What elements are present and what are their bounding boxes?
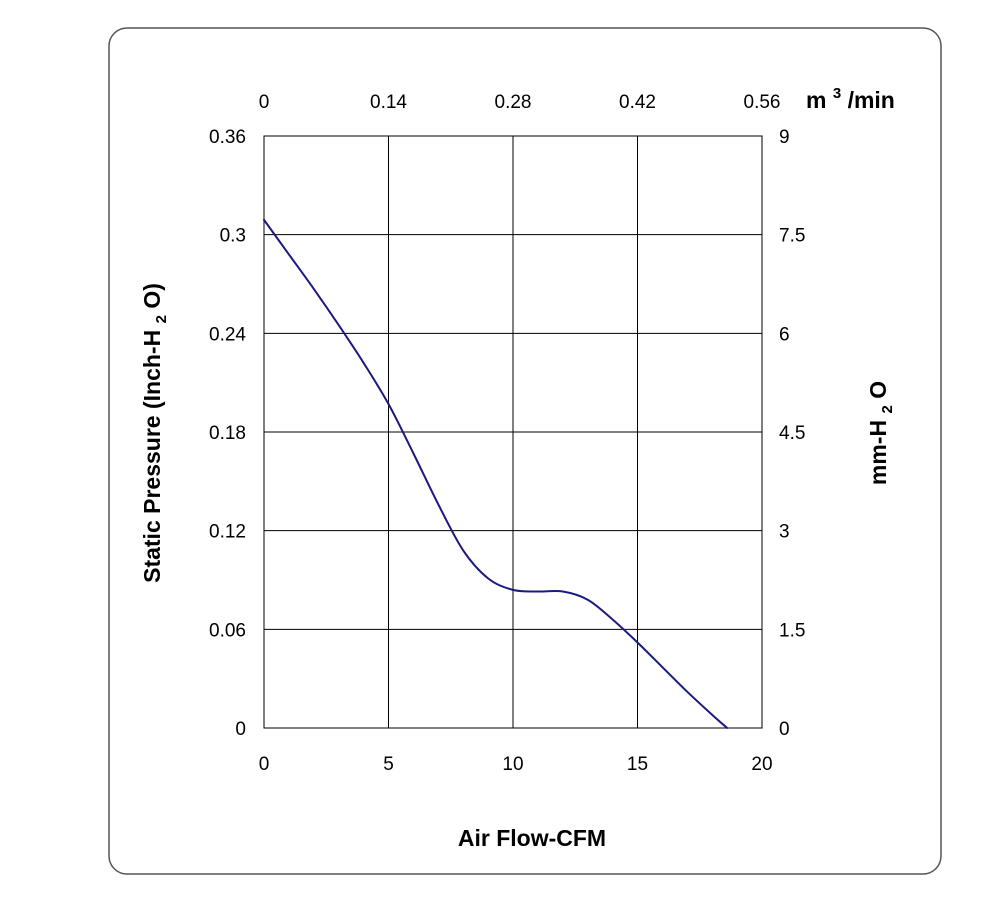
plot-area-border	[263, 135, 763, 729]
y-left-tick-labels: 0 0.06 0.12 0.18 0.24 0.3 0.36	[209, 127, 246, 740]
y-left-tick-label: 0	[235, 719, 246, 740]
x-top-tick-label: 0.14	[370, 92, 407, 113]
y-right-axis-title: mm-H 2 O	[865, 381, 897, 485]
x-bottom-tick-label: 15	[627, 754, 648, 775]
y-left-title-prefix: Static Pressure (Inch-H	[139, 330, 165, 583]
x-top-tick-labels: 0 0.14 0.28 0.42 0.56	[259, 92, 781, 113]
x-top-unit-superscript: 3	[833, 85, 841, 102]
x-top-tick-label: 0.56	[744, 92, 781, 113]
x-top-tick-label: 0.42	[619, 92, 656, 113]
y-left-tick-label: 0.36	[209, 127, 246, 148]
y-right-tick-label: 6	[779, 324, 790, 345]
y-right-tick-label: 3	[779, 522, 790, 543]
series-layer	[263, 218, 729, 729]
y-left-title-suffix: O)	[139, 283, 165, 309]
y-left-tick-label: 0.06	[209, 620, 246, 641]
outer-frame	[108, 27, 942, 875]
x-top-tick-label: 0.28	[495, 92, 532, 113]
x-bottom-axis-title: Air Flow-CFM	[458, 825, 606, 851]
y-left-title-subscript: 2	[153, 315, 170, 323]
x-top-unit-base: m	[806, 87, 826, 113]
pressure-airflow-curve	[263, 218, 729, 729]
y-right-title-subscript: 2	[879, 405, 896, 413]
y-right-tick-label: 0	[779, 719, 790, 740]
x-bottom-tick-label: 0	[259, 754, 270, 775]
x-top-unit-label: m 3 /min	[806, 77, 895, 113]
y-right-tick-labels: 0 1.5 3 4.5 6 7.5 9	[779, 127, 805, 740]
y-right-tick-label: 4.5	[779, 423, 805, 444]
x-bottom-tick-label: 10	[502, 754, 523, 775]
y-left-axis-title: Static Pressure (Inch-H 2 O)	[139, 283, 171, 583]
x-top-unit-suffix: /min	[848, 87, 895, 113]
y-left-tick-label: 0.3	[220, 226, 246, 247]
y-right-title-suffix: O	[865, 381, 891, 399]
x-top-tick-label: 0	[259, 92, 270, 113]
x-bottom-tick-label: 20	[751, 754, 772, 775]
y-right-tick-label: 7.5	[779, 226, 805, 247]
y-left-tick-label: 0.12	[209, 522, 246, 543]
y-right-tick-label: 1.5	[779, 620, 805, 641]
y-right-title-prefix: mm-H	[865, 420, 891, 485]
y-right-tick-label: 9	[779, 127, 790, 148]
y-left-tick-label: 0.18	[209, 423, 246, 444]
x-bottom-tick-label: 5	[383, 754, 394, 775]
x-bottom-tick-labels: 0 5 10 15 20	[259, 754, 773, 775]
y-left-tick-label: 0.24	[209, 324, 246, 345]
